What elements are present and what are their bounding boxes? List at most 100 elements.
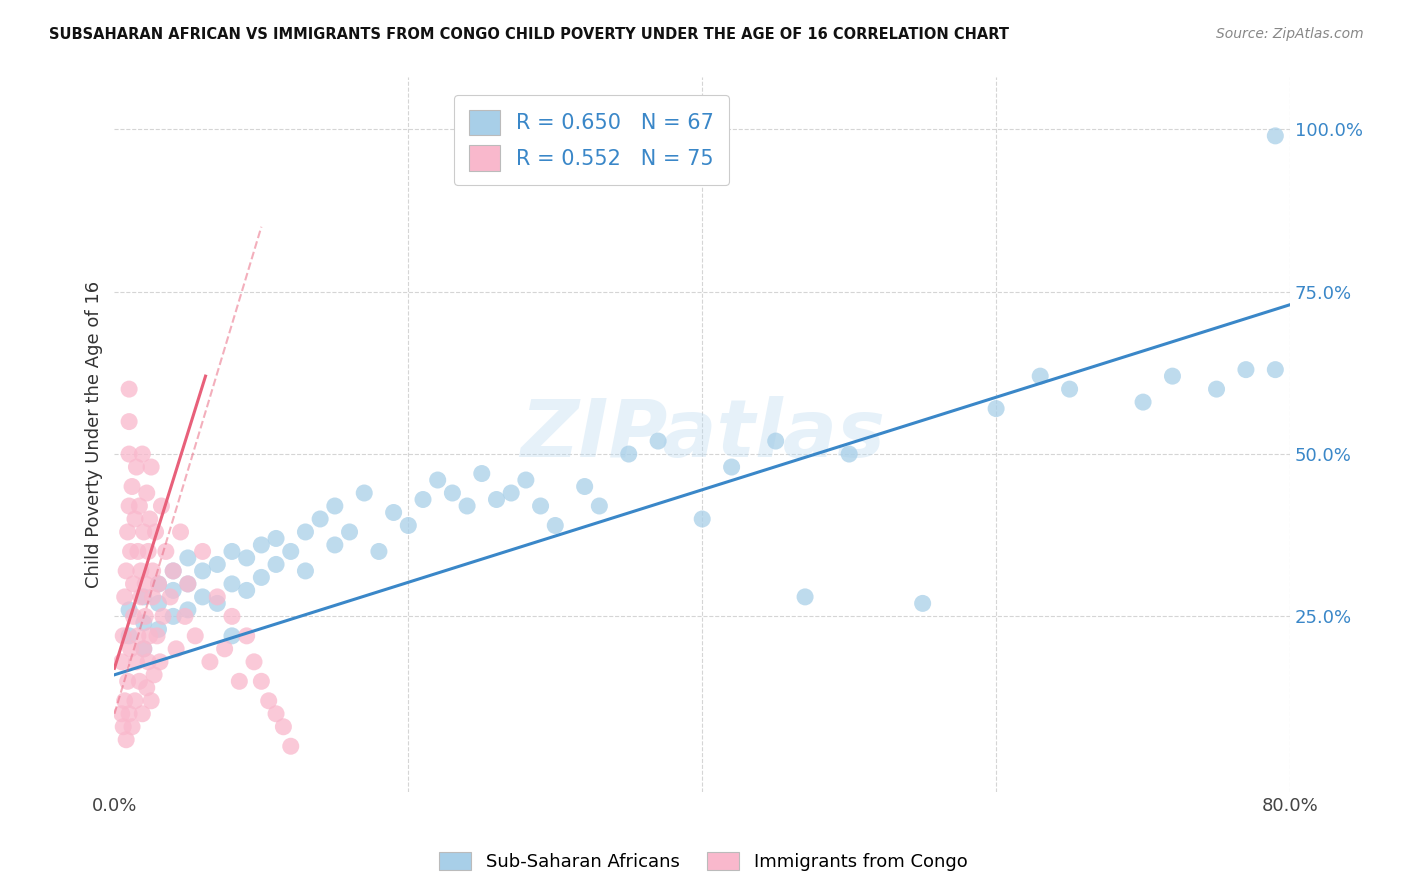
Point bbox=[184, 629, 207, 643]
Point bbox=[214, 641, 236, 656]
Point bbox=[142, 590, 165, 604]
Point bbox=[128, 499, 150, 513]
Y-axis label: Child Poverty Under the Age of 16: Child Poverty Under the Age of 16 bbox=[86, 281, 103, 588]
Point bbox=[690, 512, 713, 526]
Point bbox=[471, 467, 494, 481]
Point bbox=[177, 603, 200, 617]
Legend: R = 0.650   N = 67, R = 0.552   N = 75: R = 0.650 N = 67, R = 0.552 N = 75 bbox=[454, 95, 728, 186]
Point bbox=[127, 629, 149, 643]
Point bbox=[135, 681, 157, 695]
Point bbox=[141, 460, 163, 475]
Point bbox=[124, 512, 146, 526]
Point bbox=[131, 706, 153, 721]
Point bbox=[198, 655, 221, 669]
Point bbox=[191, 564, 214, 578]
Point bbox=[280, 739, 302, 754]
Point bbox=[280, 544, 302, 558]
Point bbox=[135, 486, 157, 500]
Point bbox=[250, 538, 273, 552]
Point bbox=[115, 732, 138, 747]
Point bbox=[131, 447, 153, 461]
Point bbox=[132, 615, 155, 630]
Point bbox=[485, 492, 508, 507]
Point bbox=[323, 538, 346, 552]
Point bbox=[129, 590, 152, 604]
Point bbox=[149, 655, 172, 669]
Point bbox=[125, 655, 148, 669]
Point bbox=[412, 492, 434, 507]
Point bbox=[114, 694, 136, 708]
Point bbox=[177, 577, 200, 591]
Point bbox=[136, 544, 159, 558]
Point bbox=[134, 577, 156, 591]
Point bbox=[250, 570, 273, 584]
Point bbox=[146, 629, 169, 643]
Point bbox=[111, 655, 134, 669]
Point bbox=[221, 544, 243, 558]
Point bbox=[132, 641, 155, 656]
Point bbox=[134, 609, 156, 624]
Point bbox=[250, 674, 273, 689]
Point bbox=[122, 609, 145, 624]
Point bbox=[1029, 369, 1052, 384]
Point bbox=[501, 486, 523, 500]
Point bbox=[152, 609, 174, 624]
Point bbox=[132, 641, 155, 656]
Point bbox=[117, 674, 139, 689]
Point bbox=[515, 473, 537, 487]
Point bbox=[162, 564, 184, 578]
Point bbox=[142, 564, 165, 578]
Point bbox=[162, 609, 184, 624]
Point bbox=[221, 629, 243, 643]
Point bbox=[588, 499, 610, 513]
Point bbox=[117, 524, 139, 539]
Point bbox=[112, 720, 135, 734]
Point bbox=[174, 609, 197, 624]
Point bbox=[1264, 362, 1286, 376]
Point bbox=[1161, 369, 1184, 384]
Point bbox=[1132, 395, 1154, 409]
Point bbox=[221, 577, 243, 591]
Point bbox=[138, 629, 160, 643]
Point bbox=[235, 550, 257, 565]
Point bbox=[294, 524, 316, 539]
Point bbox=[162, 583, 184, 598]
Point bbox=[138, 512, 160, 526]
Point bbox=[118, 629, 141, 643]
Point bbox=[765, 434, 787, 448]
Point bbox=[1059, 382, 1081, 396]
Point bbox=[264, 532, 287, 546]
Point bbox=[128, 674, 150, 689]
Point bbox=[155, 544, 177, 558]
Point bbox=[1234, 362, 1257, 376]
Point bbox=[207, 558, 229, 572]
Point bbox=[148, 577, 170, 591]
Point bbox=[115, 564, 138, 578]
Point bbox=[368, 544, 391, 558]
Point bbox=[191, 544, 214, 558]
Point bbox=[228, 674, 250, 689]
Point bbox=[122, 577, 145, 591]
Point bbox=[169, 524, 191, 539]
Text: ZIPatlas: ZIPatlas bbox=[520, 395, 884, 474]
Point bbox=[124, 694, 146, 708]
Point bbox=[177, 550, 200, 565]
Point bbox=[148, 596, 170, 610]
Point bbox=[456, 499, 478, 513]
Point bbox=[118, 415, 141, 429]
Point bbox=[529, 499, 551, 513]
Point bbox=[162, 564, 184, 578]
Point bbox=[339, 524, 361, 539]
Point bbox=[129, 564, 152, 578]
Point bbox=[145, 524, 167, 539]
Text: SUBSAHARAN AFRICAN VS IMMIGRANTS FROM CONGO CHILD POVERTY UNDER THE AGE OF 16 CO: SUBSAHARAN AFRICAN VS IMMIGRANTS FROM CO… bbox=[49, 27, 1010, 42]
Point bbox=[177, 577, 200, 591]
Point bbox=[235, 583, 257, 598]
Point bbox=[207, 596, 229, 610]
Point bbox=[148, 623, 170, 637]
Point bbox=[323, 499, 346, 513]
Point bbox=[243, 655, 266, 669]
Point bbox=[118, 382, 141, 396]
Point bbox=[838, 447, 860, 461]
Point bbox=[264, 558, 287, 572]
